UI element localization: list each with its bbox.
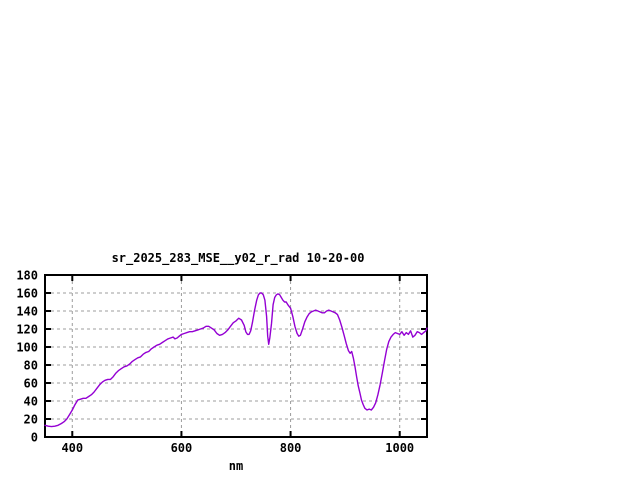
- y-tick-label-20: 20: [24, 413, 38, 427]
- x-tick-label-800: 800: [280, 441, 302, 455]
- y-tick-label-0: 0: [31, 431, 38, 445]
- y-tick-label-40: 40: [24, 395, 38, 409]
- plot-border: [44, 274, 428, 438]
- y-tick-label-120: 120: [16, 323, 38, 337]
- y-tick-label-180: 180: [16, 269, 38, 283]
- x-axis-label: nm: [229, 459, 243, 473]
- gridlines: [45, 275, 427, 437]
- x-tick-labels: 400 600 800 1000: [61, 441, 414, 455]
- y-tick-label-60: 60: [24, 377, 38, 391]
- y-tick-labels: 0 20 40 60 80 100 120 140 160 180: [16, 269, 38, 445]
- x-tick-label-1000: 1000: [385, 441, 414, 455]
- y-tick-label-160: 160: [16, 287, 38, 301]
- axis-ticks: [45, 274, 427, 438]
- x-tick-label-400: 400: [61, 441, 83, 455]
- chart-title: sr_2025_283_MSE__y02_r_rad 10-20-00: [112, 251, 365, 266]
- y-tick-label-140: 140: [16, 305, 38, 319]
- y-tick-label-100: 100: [16, 341, 38, 355]
- y-tick-label-80: 80: [24, 359, 38, 373]
- spectral-curve: [44, 292, 428, 428]
- x-tick-label-600: 600: [171, 441, 193, 455]
